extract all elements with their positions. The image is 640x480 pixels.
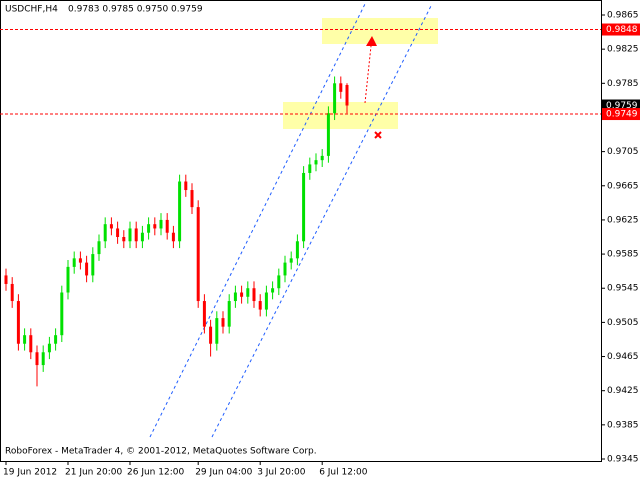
candle-body — [16, 301, 20, 344]
candle-body — [128, 228, 132, 242]
candle-body — [271, 288, 275, 293]
candle-body — [35, 352, 39, 366]
y-tick-label: 0.9545 — [607, 284, 639, 294]
candle-body — [159, 219, 163, 229]
plot-area — [4, 76, 349, 387]
x-tick-label: 21 Jun 20:00 — [65, 468, 122, 478]
forecast-arrow — [364, 45, 372, 104]
candle-body — [196, 207, 200, 302]
y-tick-label: 0.9665 — [607, 181, 639, 191]
candle-body — [333, 83, 337, 114]
plot-border — [0, 0, 602, 462]
candle-body — [29, 335, 33, 353]
y-tick-label: 0.9705 — [607, 147, 639, 157]
candle-body — [66, 266, 70, 293]
candle-body — [171, 232, 175, 242]
channel-line — [211, 3, 433, 438]
chart-title: USDCHF,H4 — [5, 5, 58, 15]
y-tick-label: 0.9345 — [607, 455, 639, 465]
candle-body — [140, 232, 144, 242]
candle-body — [54, 335, 58, 344]
candle-body — [47, 343, 51, 353]
x-tick-label: 26 Jun 12:00 — [127, 468, 184, 478]
candle-body — [264, 292, 268, 310]
arrow-head — [366, 36, 377, 46]
candle-body — [258, 301, 262, 310]
candle-body — [289, 258, 293, 263]
candle-body — [85, 262, 89, 276]
x-tick-label: 29 Jun 04:00 — [195, 468, 252, 478]
candle-body — [252, 288, 256, 302]
candle-body — [233, 292, 237, 302]
candle-body — [184, 181, 188, 191]
candle-body — [4, 275, 8, 284]
candle-body — [302, 172, 306, 242]
candle-body — [134, 228, 138, 242]
candle-body — [103, 224, 107, 242]
candle-body — [320, 155, 324, 161]
candle-body — [190, 190, 194, 208]
candle-body — [202, 301, 206, 327]
candle-body — [314, 160, 318, 165]
candle-body — [116, 228, 120, 237]
candle-body — [147, 224, 151, 233]
price-label: 0.9759 — [606, 101, 638, 111]
candle-body — [277, 275, 281, 289]
support-zone — [283, 102, 398, 129]
candle-body — [78, 258, 82, 263]
candle-body — [97, 241, 101, 255]
price-label-box — [602, 108, 640, 121]
x-tick-label: 6 Jul 12:00 — [319, 468, 368, 478]
candle-body — [10, 283, 14, 302]
candle-body — [41, 352, 45, 366]
y-tick-label: 0.9385 — [607, 420, 639, 430]
candle-body — [153, 224, 157, 229]
target-zone — [322, 18, 438, 44]
candle-body — [246, 288, 250, 297]
chart-subtitle: 0.9783 0.9785 0.9750 0.9759 — [68, 5, 203, 15]
candle-body — [345, 85, 349, 106]
candle-body — [60, 292, 64, 336]
candle-body — [23, 335, 27, 344]
candle-body — [72, 258, 76, 267]
y-tick-label: 0.9865 — [607, 11, 639, 21]
candle-body — [165, 219, 169, 233]
y-tick-label: 0.9625 — [607, 215, 639, 225]
candle-body — [240, 292, 244, 297]
candle-body — [221, 318, 225, 327]
y-tick-label: 0.9585 — [607, 250, 639, 260]
y-tick-label: 0.9825 — [607, 45, 639, 55]
y-tick-label: 0.9785 — [607, 79, 639, 89]
y-tick-label: 0.9425 — [607, 386, 639, 396]
price-label: 0.9749 — [606, 110, 638, 120]
candle-body — [283, 262, 287, 276]
candle-body — [178, 181, 182, 242]
candle-body — [109, 224, 113, 229]
candle-body — [209, 326, 213, 344]
y-tick-label: 0.9505 — [607, 318, 639, 328]
candle-body — [295, 241, 299, 259]
y-tick-label: 0.9465 — [607, 352, 639, 362]
price-label-box — [602, 23, 640, 36]
channel-line — [149, 3, 366, 438]
candle-body — [326, 113, 330, 156]
price-label: 0.9848 — [606, 25, 638, 35]
candle-body — [215, 318, 219, 344]
candle-body — [122, 237, 126, 242]
x-tick-label: 3 Jul 20:00 — [257, 468, 306, 478]
candle-body — [339, 83, 343, 92]
footer: RoboForex - MetaTrader 4, © 2001-2012, M… — [5, 447, 317, 457]
stop-mark — [374, 131, 382, 139]
annotations — [149, 3, 438, 438]
x-tick-label: 19 Jun 2012 — [3, 468, 57, 478]
candle-body — [227, 301, 231, 327]
candle-body — [308, 164, 312, 173]
candle-body — [91, 254, 95, 276]
